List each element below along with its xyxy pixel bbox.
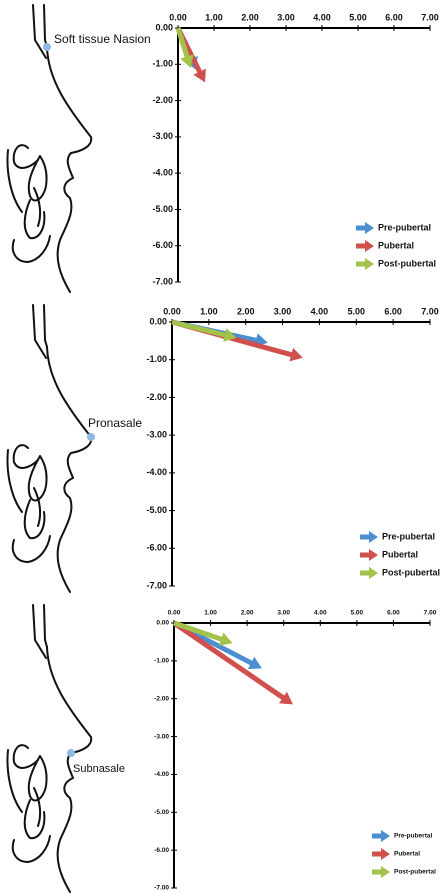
y-tick-label: -4.00: [152, 168, 173, 178]
y-tick-label: -6.00: [154, 847, 169, 854]
x-tick-label: 1.00: [205, 12, 223, 22]
legend-label: Pre-pubertal: [394, 833, 432, 840]
legend-swatch: [360, 531, 378, 543]
y-tick-label: 0.00: [149, 316, 167, 326]
x-tick-label: 0.00: [168, 610, 181, 617]
x-tick-label: 0.00: [163, 306, 181, 316]
landmark-point: [67, 749, 75, 757]
x-tick-label: 6.00: [385, 12, 403, 22]
x-tick-label: 2.00: [241, 610, 254, 617]
y-tick-label: -4.00: [146, 467, 167, 477]
legend-swatch: [360, 567, 378, 579]
y-tick-label: -3.00: [152, 131, 173, 141]
vector-arrow: [172, 620, 293, 705]
x-tick-label: 0.00: [169, 12, 187, 22]
x-tick-label: 1.00: [204, 610, 217, 617]
y-tick-label: -3.00: [154, 733, 169, 740]
y-tick-label: -6.00: [146, 543, 167, 553]
y-tick-label: -7.00: [154, 885, 169, 892]
landmark-label: Subnasale: [73, 763, 125, 775]
x-tick-label: 4.00: [314, 610, 327, 617]
y-tick-label: -5.00: [152, 204, 173, 214]
profile: [6, 304, 93, 593]
legend-label: Post-pubertal: [394, 869, 436, 876]
legend-label: Post-pubertal: [382, 567, 440, 577]
legend-swatch: [372, 848, 390, 860]
x-tick-label: 7.00: [421, 306, 439, 316]
legend-swatch: [356, 240, 374, 252]
legend-swatch: [372, 866, 390, 878]
y-tick-label: -1.00: [152, 59, 173, 69]
profile-drawing: Subnasale: [6, 604, 125, 893]
panel: Soft tissue Nasion 0.00 1.00 2.00 3.00 4.00 5.…: [6, 4, 439, 293]
x-tick-label: 5.00: [349, 12, 367, 22]
x-tick-label: 4.00: [311, 306, 329, 316]
profile-drawing: Pronasale: [6, 304, 142, 593]
y-tick-label: -2.00: [154, 695, 169, 702]
landmark-label: Pronasale: [88, 416, 142, 430]
y-tick-label: -6.00: [152, 240, 173, 250]
legend-label: Pre-pubertal: [378, 222, 431, 232]
legend-label: Post-pubertal: [378, 258, 436, 268]
y-tick-label: 0.00: [155, 22, 173, 32]
panel: Subnasale 0.00 1.00 2.00 3.00 4.00 5.00 6.00 7.0…: [6, 604, 437, 893]
vector-arrow: [171, 319, 237, 342]
y-tick-label: -2.00: [152, 95, 173, 105]
y-tick-label: -3.00: [146, 430, 167, 440]
legend-label: Pubertal: [382, 549, 418, 559]
landmark-point: [43, 43, 51, 51]
x-tick-label: 5.00: [348, 306, 366, 316]
y-tick-label: -7.00: [146, 580, 167, 590]
legend-swatch: [360, 549, 378, 561]
x-tick-label: 4.00: [313, 12, 331, 22]
legend-label: Pubertal: [394, 851, 420, 858]
x-tick-label: 7.00: [424, 610, 437, 617]
landmark-label: Soft tissue Nasion: [54, 32, 151, 46]
y-tick-label: -1.00: [146, 354, 167, 364]
x-tick-label: 7.00: [421, 12, 439, 22]
profile-drawing: Soft tissue Nasion: [6, 4, 151, 293]
y-tick-label: -5.00: [154, 809, 169, 816]
x-tick-label: 2.00: [237, 306, 255, 316]
y-tick-label: 0.00: [156, 620, 169, 627]
vector-arrow: [173, 620, 233, 646]
y-tick-label: -7.00: [152, 276, 173, 286]
x-tick-label: 6.00: [387, 610, 400, 617]
x-tick-label: 3.00: [274, 306, 292, 316]
legend-swatch: [372, 830, 390, 842]
y-tick-label: -5.00: [146, 505, 167, 515]
profile: [6, 604, 93, 893]
x-tick-label: 3.00: [277, 610, 290, 617]
x-tick-label: 2.00: [241, 12, 259, 22]
legend-label: Pubertal: [378, 240, 414, 250]
landmark-point: [87, 433, 95, 441]
x-tick-label: 6.00: [384, 306, 402, 316]
x-tick-label: 5.00: [351, 610, 364, 617]
y-tick-label: -2.00: [146, 392, 167, 402]
legend-swatch: [356, 222, 374, 234]
legend-swatch: [356, 258, 374, 270]
legend-label: Pre-pubertal: [382, 531, 435, 541]
vector-arrow: [175, 27, 194, 68]
y-tick-label: -4.00: [154, 771, 169, 778]
panel: Pronasale 0.00 1.00 2.00 3.00 4.00 5.00 6.00 7.0…: [6, 304, 440, 593]
x-tick-label: 1.00: [200, 306, 218, 316]
y-tick-label: -1.00: [154, 658, 169, 665]
x-tick-label: 3.00: [277, 12, 295, 22]
